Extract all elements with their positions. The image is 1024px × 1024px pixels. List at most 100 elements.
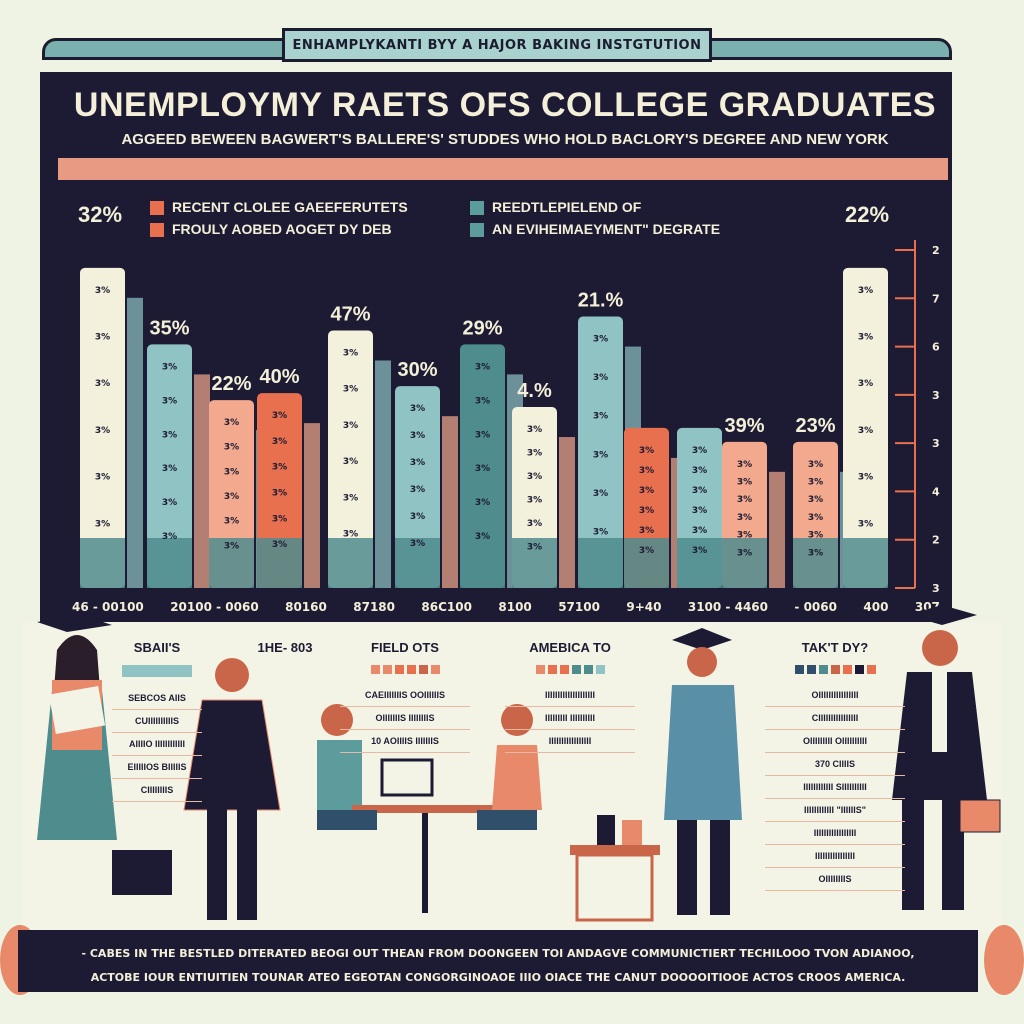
x-axis-label: 3100 - 4460: [687, 600, 768, 614]
column-line: 10 AOIIIIS IIIIIIIS: [340, 730, 470, 753]
bar: [80, 267, 125, 588]
legend-label: REEDTLEPIELEND OF: [492, 199, 642, 215]
background-bar: [442, 416, 458, 588]
column-line: OIIIIIIIS IIIIIIIIS: [340, 707, 470, 730]
bar-base-segment: [722, 538, 767, 588]
bar-inner-text: 3%: [475, 532, 490, 542]
bar-inner-text: 3%: [593, 412, 608, 422]
bar-inner-text: 3%: [162, 430, 177, 440]
background-bar: [375, 360, 391, 588]
bar-base-segment: [578, 538, 623, 588]
divider-strip: [58, 158, 948, 180]
bar-inner-text: 3%: [224, 467, 239, 477]
bar-inner-text: 3%: [737, 548, 752, 558]
footer-line: ACTOBE IOUR ENTIUITIEN TOUNAR ATEO EGEOT…: [90, 971, 906, 984]
right-axis-label: 2: [932, 244, 940, 257]
right-axis-label: 3: [932, 389, 940, 402]
bar-inner-text: 3%: [272, 489, 287, 499]
column-line: IIIIIIIIIIII SIIIIIIIIII: [765, 776, 905, 799]
background-bar: [769, 471, 785, 588]
right-axis-label: 3: [932, 437, 940, 450]
page-title: UNEMPLOYMY RAETS OFS COLLEGE GRADUATES: [73, 86, 937, 124]
bar-inner-text: 3%: [737, 531, 752, 541]
column-line: OIIIIIIIII OIIIIIIIIII: [765, 730, 905, 753]
bar-inner-text: 3%: [410, 539, 425, 549]
bar-inner-text: 3%: [272, 514, 287, 524]
column-line: CUIIIIIIIIIIS: [112, 710, 202, 733]
legend-swatch: [470, 223, 484, 238]
column-line: IIIIIIIIIIIIIIIII: [765, 822, 905, 845]
x-axis-label: 20100 - 0060: [170, 600, 259, 614]
bar-inner-text: 3%: [224, 418, 239, 428]
bar-inner-text: 3%: [343, 530, 358, 540]
bar-inner-text: 3%: [858, 426, 873, 436]
bar-inner-text: 3%: [224, 443, 239, 453]
bar-inner-text: 3%: [593, 373, 608, 383]
bar: [147, 344, 192, 588]
bar-inner-text: 3%: [692, 526, 707, 536]
bar-inner-text: 3%: [737, 460, 752, 470]
bar-inner-text: 3%: [343, 348, 358, 358]
column-heading: TAK'T DY?: [801, 640, 869, 655]
legend-label: FROULY AOBED AOGET DY DEB: [172, 221, 392, 237]
bar-inner-text: 3%: [808, 478, 823, 488]
legend-swatch: [150, 223, 164, 238]
background-bar: [304, 423, 320, 588]
bar-inner-text: 3%: [858, 519, 873, 529]
bar-inner-text: 3%: [162, 498, 177, 508]
briefcase-icon: [112, 850, 172, 895]
bar-base-segment: [460, 538, 505, 588]
bar-inner-text: 3%: [343, 421, 358, 431]
bar-inner-text: 3%: [162, 532, 177, 542]
bar-inner-text: 3%: [410, 458, 425, 468]
male-graduate-figure: [664, 628, 742, 915]
bar-inner-text: 3%: [272, 437, 287, 447]
bar-base-segment: [624, 538, 669, 588]
bar-inner-text: 3%: [527, 543, 542, 553]
bar-base-segment: [80, 538, 125, 588]
bar-inner-text: 3%: [527, 425, 542, 435]
bar-value-label: 30%: [397, 359, 437, 381]
bar-base-segment: [328, 538, 373, 588]
column-line: IIIIIIIII IIIIIIIIII: [505, 707, 635, 730]
bar-inner-text: 3%: [410, 485, 425, 495]
bar-inner-text: 3%: [639, 506, 654, 516]
bar-value-label: 21.%: [578, 290, 624, 312]
bar-inner-text: 3%: [272, 540, 287, 550]
bar-inner-text: 3%: [95, 473, 110, 483]
x-axis-label: 8100: [498, 600, 532, 614]
people-illustration: [37, 605, 1001, 922]
people-at-table-figure: [317, 704, 542, 913]
column-heading: SBAII'S: [133, 640, 181, 655]
legend-label: AN EVIHEIMAEYMENT" DEGRATE: [492, 221, 721, 237]
bar-base-segment: [512, 538, 557, 588]
bar-inner-text: 3%: [527, 449, 542, 459]
bar-inner-text: 3%: [410, 404, 425, 414]
info-column-1: SBAII'S SEBCOS AIIS CUIIIIIIIIIIS AIIIIO II…: [112, 640, 202, 802]
bar-value-label: 40%: [259, 366, 299, 388]
bar-inner-text: 3%: [475, 464, 490, 474]
column-heading: 1HE- 803: [257, 640, 313, 655]
bar-chart: 3% 3% 3% 3% 3% 3% 3% 3% 3% 3% 3% 3% 35% 3% 3% 3% 3% 3% 3% 2…: [80, 240, 940, 595]
column-line: AIIIIO IIIIIIIIIIII: [112, 733, 202, 756]
background-bar: [127, 297, 143, 588]
bar-inner-text: 3%: [224, 541, 239, 551]
bar-inner-text: 3%: [692, 446, 707, 456]
bar-inner-text: 3%: [692, 506, 707, 516]
bar-inner-text: 3%: [737, 478, 752, 488]
bar-inner-text: 3%: [475, 430, 490, 440]
x-axis-label: 57100: [558, 600, 600, 614]
banner-title: ENHAMPLYKANTI BYY A HAJOR BAKING INSTGTU…: [282, 28, 712, 62]
bar-inner-text: 3%: [858, 286, 873, 296]
bar-inner-text: 3%: [858, 473, 873, 483]
column-line: EIIIIIOS BIIIIIS: [112, 756, 202, 779]
bar-inner-text: 3%: [527, 496, 542, 506]
bar-inner-text: 3%: [737, 495, 752, 505]
bar-inner-text: 3%: [808, 548, 823, 558]
column-line: OIIIIIIIIS: [765, 868, 905, 891]
info-column-2: 1HE- 803: [245, 640, 325, 665]
bar-base-segment: [209, 538, 254, 588]
bar-base-segment: [257, 538, 302, 588]
bar-inner-text: 3%: [808, 495, 823, 505]
bar-inner-text: 3%: [343, 457, 358, 467]
